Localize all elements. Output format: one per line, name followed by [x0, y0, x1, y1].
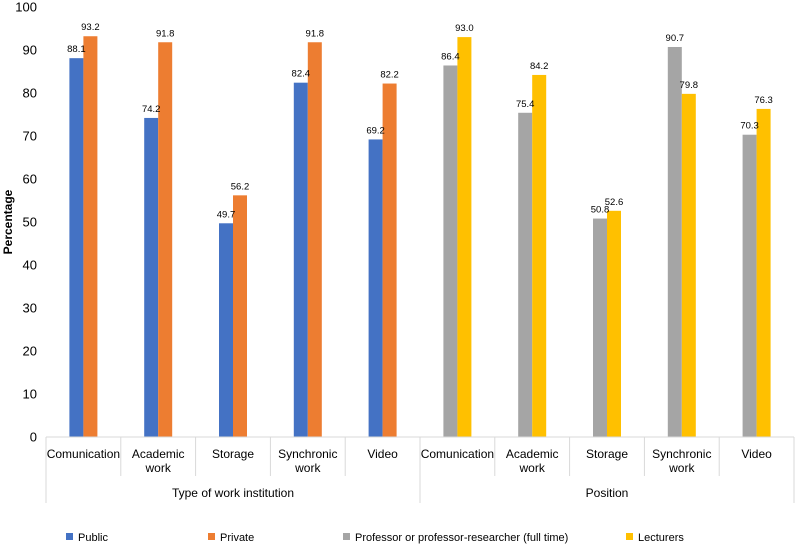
bar-private — [83, 36, 98, 438]
data-label: 49.7 — [217, 209, 236, 220]
y-tick-label: 40 — [23, 258, 37, 273]
category-label: Video — [367, 447, 398, 461]
y-tick-label: 90 — [23, 43, 37, 58]
bar-professor-or-professor-researcher-full-time — [593, 218, 607, 437]
y-axis: 0 10 20 30 40 50 60 70 80 90 100 — [15, 0, 37, 445]
data-label: 88.1 — [67, 44, 86, 55]
bar-private — [382, 83, 397, 437]
data-label: 82.4 — [292, 69, 311, 80]
bar-lecturers — [681, 93, 696, 438]
data-label: 93.0 — [455, 23, 474, 34]
data-label: 84.2 — [530, 61, 549, 72]
data-label: 52.6 — [605, 197, 624, 208]
legend-label: Professor or professor-researcher (full … — [355, 532, 568, 544]
legend-label: Private — [220, 532, 254, 544]
bar-lecturers — [457, 37, 472, 437]
data-label: 93.2 — [81, 22, 100, 33]
bar-private — [307, 42, 322, 437]
bar-lecturers — [756, 108, 771, 437]
category-label: Academic work — [132, 447, 185, 475]
bars — [69, 36, 771, 438]
y-tick-label: 50 — [23, 215, 37, 230]
bar-public — [69, 58, 84, 438]
y-tick-label: 10 — [23, 387, 37, 402]
data-label: 91.8 — [156, 28, 175, 39]
category-label: Synchronic work — [278, 447, 337, 475]
bar-lecturers — [532, 74, 547, 437]
data-label: 56.2 — [231, 181, 250, 192]
bar-public — [144, 117, 159, 437]
y-tick-label: 30 — [23, 301, 37, 316]
legend-swatch — [66, 533, 73, 540]
category-label: Storage — [586, 447, 628, 461]
data-label: 76.3 — [754, 95, 773, 106]
data-label: 69.2 — [366, 125, 385, 136]
y-tick-label: 80 — [23, 86, 37, 101]
data-label: 82.2 — [380, 70, 399, 81]
legend-swatch — [626, 533, 633, 540]
bar-public — [368, 139, 383, 437]
data-label: 70.3 — [740, 121, 759, 132]
data-label: 50.8 — [591, 205, 610, 216]
y-tick-label: 60 — [23, 172, 37, 187]
bar-professor-or-professor-researcher-full-time — [667, 46, 682, 438]
legend-label: Lecturers — [638, 532, 684, 544]
y-tick-label: 100 — [15, 0, 37, 15]
data-labels: 88.1 93.2 74.2 91.8 49.7 56.2 82.4 91.8 69.2 82.2… — [67, 22, 773, 220]
data-label: 75.4 — [516, 99, 535, 110]
category-label: Comunication — [47, 447, 120, 461]
y-axis-title: Percentage — [1, 189, 15, 254]
data-label: 91.8 — [306, 28, 325, 39]
data-label: 86.4 — [441, 51, 460, 62]
legend-swatch — [208, 533, 215, 540]
category-label: Synchronic work — [652, 447, 711, 475]
bar-professor-or-professor-researcher-full-time — [518, 112, 533, 437]
bar-lecturers — [607, 210, 621, 437]
y-tick-label: 70 — [23, 129, 37, 144]
bar-professor-or-professor-researcher-full-time — [443, 65, 458, 437]
group-label: Position — [586, 486, 629, 500]
legend: Public Private Professor or professor-rese… — [66, 532, 684, 544]
category-label: Academic work — [506, 447, 559, 475]
bar-public — [219, 223, 233, 437]
category-label: Comunication — [421, 447, 494, 461]
legend-label: Public — [78, 532, 108, 544]
x-axis: Comunication Academic work Storage Synchroni… — [45, 436, 795, 503]
data-label: 79.8 — [680, 80, 699, 91]
bar-private — [233, 195, 247, 437]
y-tick-label: 0 — [30, 430, 37, 445]
data-label: 74.2 — [142, 104, 161, 115]
category-label: Storage — [212, 447, 254, 461]
bar-professor-or-professor-researcher-full-time — [742, 134, 757, 437]
bar-public — [293, 82, 308, 438]
category-label: Video — [741, 447, 772, 461]
legend-swatch — [343, 533, 350, 540]
group-label: Type of work institution — [172, 486, 294, 500]
y-tick-label: 20 — [23, 344, 37, 359]
bar-private — [158, 42, 173, 437]
data-label: 90.7 — [666, 33, 685, 44]
